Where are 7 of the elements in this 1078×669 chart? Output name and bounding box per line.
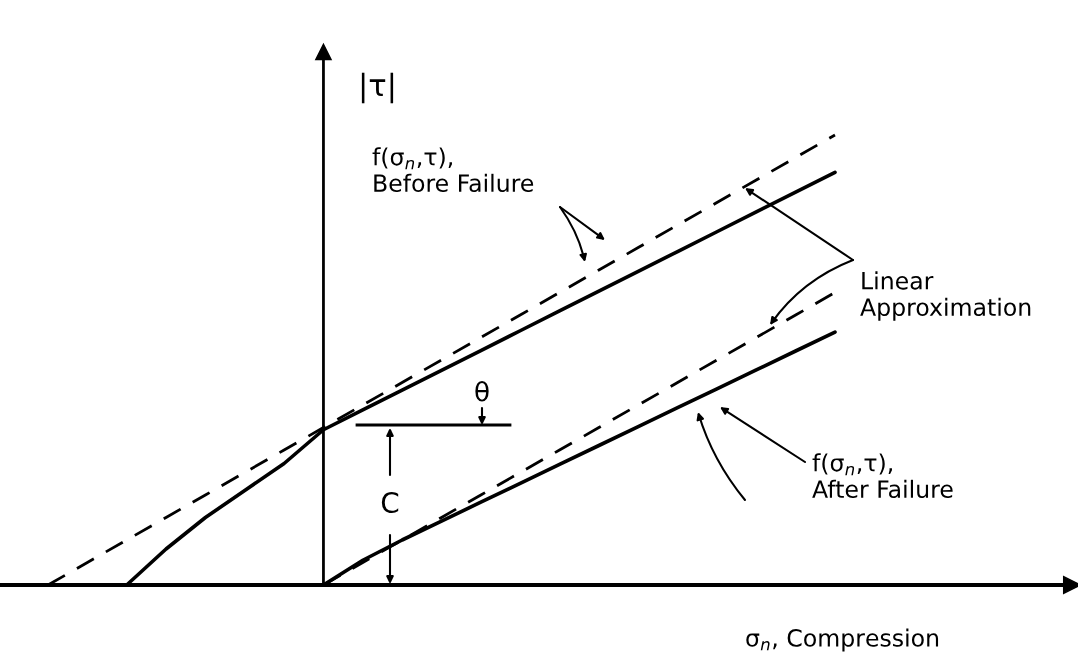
annotation: C [381, 492, 399, 514]
annotation: f(σ$_{n}$,τ), Before Failure [372, 147, 534, 193]
annotation: f(σ$_{n}$,τ), After Failure [812, 453, 953, 499]
text: Linear Approximation [860, 271, 1031, 321]
y-axis-title: |τ| [361, 72, 394, 104]
x-axis-title: σ$_{n}$, Compression [746, 628, 939, 652]
annotation: θ [475, 381, 489, 402]
